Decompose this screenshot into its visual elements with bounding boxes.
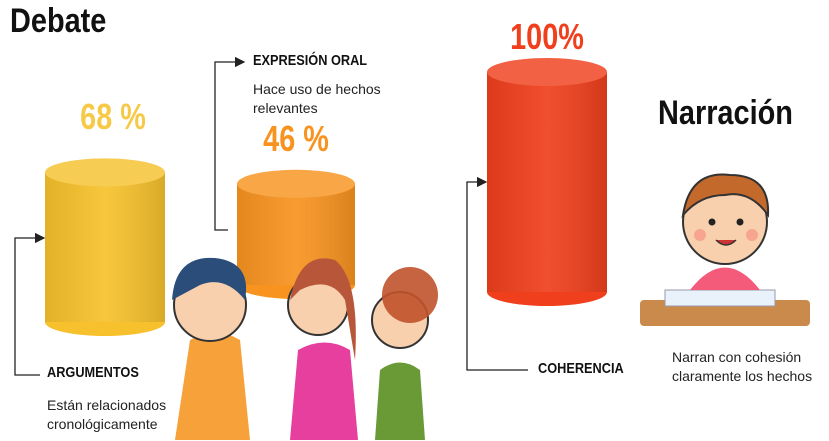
value-label: 100% [491,16,603,58]
debate-illustration [172,258,438,440]
chart-title: Debate [10,2,106,41]
value-label: 68 % [57,96,169,138]
cylinder-shade [45,172,165,322]
category-description: Hace uso de hechos relevantes [253,80,403,118]
cylinder-shade [487,72,607,292]
narration-illustration [640,175,810,327]
category-label: COHERENCIA [538,360,624,377]
side-title: Narración [658,94,793,133]
cylinder-top-highlight [487,58,607,86]
category-label: ARGUMENTOS [47,364,139,381]
side-text: Narran con cohesión claramente los hecho… [672,348,822,386]
infographic: Debate Narración Narran con cohesión clara… [0,0,829,441]
value-label: 46 % [240,118,352,160]
category-label: EXPRESIÓN ORAL [253,52,367,69]
category-description: Están relacionados cronológicamente [47,396,197,434]
cylinder-top-highlight [45,158,165,186]
cylinder-top-highlight [237,170,355,198]
